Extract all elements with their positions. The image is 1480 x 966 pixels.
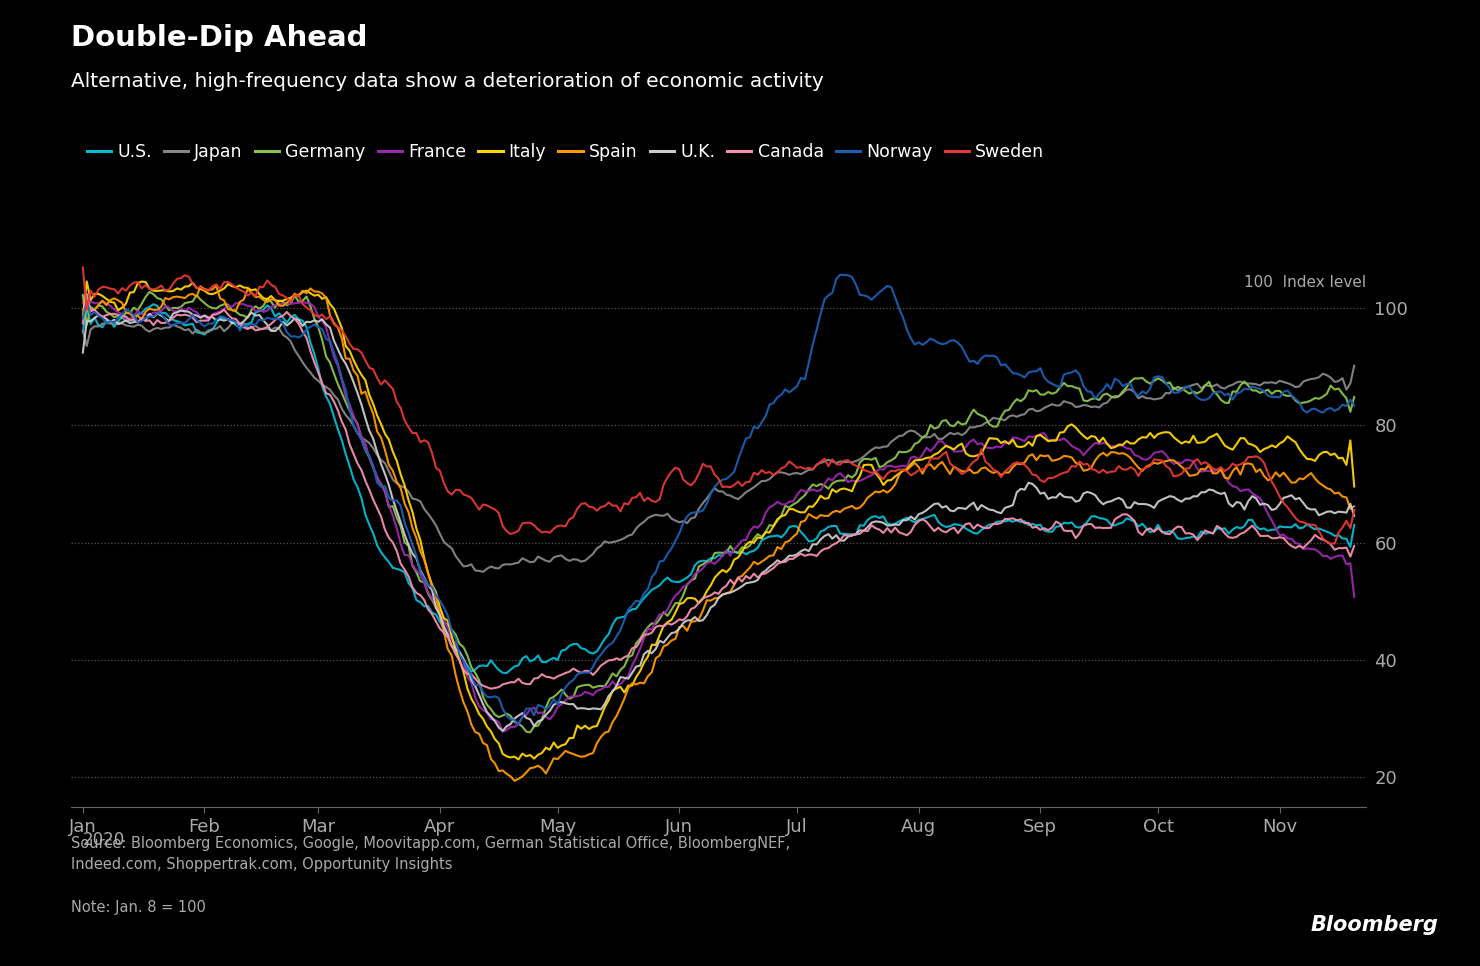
Text: 2020: 2020	[83, 832, 126, 849]
Legend: U.S., Japan, Germany, France, Italy, Spain, U.K., Canada, Norway, Sweden: U.S., Japan, Germany, France, Italy, Spa…	[80, 136, 1051, 168]
Text: Note: Jan. 8 = 100: Note: Jan. 8 = 100	[71, 900, 206, 916]
Text: Bloomberg: Bloomberg	[1311, 915, 1439, 935]
Text: Double-Dip Ahead: Double-Dip Ahead	[71, 24, 367, 52]
Text: Alternative, high-frequency data show a deterioration of economic activity: Alternative, high-frequency data show a …	[71, 72, 824, 92]
Text: Source: Bloomberg Economics, Google, Moovitapp.com, German Statistical Office, B: Source: Bloomberg Economics, Google, Moo…	[71, 836, 790, 871]
Text: 100  Index level: 100 Index level	[1243, 275, 1366, 290]
